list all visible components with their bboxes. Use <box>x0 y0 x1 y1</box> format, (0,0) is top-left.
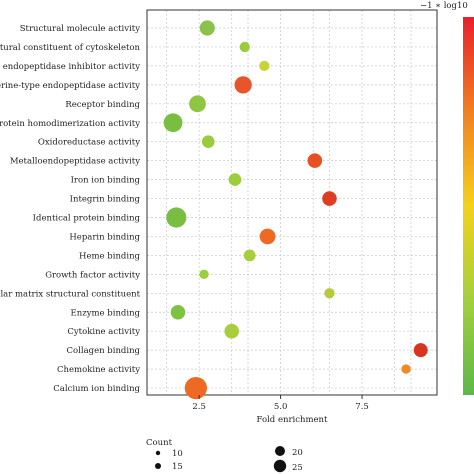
size-legend-dot <box>275 446 285 456</box>
category-label: Collagen binding <box>67 346 141 356</box>
data-point <box>201 135 215 148</box>
category-label: acellular matrix structural constituent <box>0 289 141 299</box>
x-tick-label: 2.5 <box>192 402 206 412</box>
colorbar: −1 ∗ log10 <box>420 1 474 395</box>
category-label: Structural molecule activity <box>20 24 140 34</box>
data-point <box>228 173 242 186</box>
colorbar-title: −1 ∗ log10 <box>420 1 468 11</box>
category-label: Oxidoreductase activity <box>38 138 140 148</box>
data-points <box>163 20 428 400</box>
data-point <box>224 323 239 339</box>
category-label: Cytokine activity <box>67 327 140 337</box>
data-point <box>259 228 276 245</box>
category-label: Growth factor activity <box>45 270 140 280</box>
category-label: Protein homodimerization activity <box>0 119 140 129</box>
category-label: Integrin binding <box>70 195 141 205</box>
category-label: Chemokine activity <box>57 365 140 375</box>
size-legend-dot <box>155 463 161 469</box>
category-label: Receptor binding <box>65 100 140 110</box>
data-point <box>163 113 183 133</box>
data-point <box>413 343 428 358</box>
category-label: Heme binding <box>79 251 141 261</box>
category-label: Identical protein binding <box>33 214 141 224</box>
category-labels: Structural molecule activity Structural c… <box>0 24 141 394</box>
category-label: Metalloendopeptidase activity <box>10 157 140 167</box>
grid-lines <box>147 10 437 395</box>
data-point <box>243 249 256 262</box>
category-label: Serine-type endopeptidase activity <box>0 81 140 91</box>
size-legend-title: Count <box>146 438 173 448</box>
size-legend-label: 15 <box>172 462 183 472</box>
x-axis-ticks: 2.5 5.0 7.5 <box>192 395 369 412</box>
size-legend: Count 10 15 20 25 <box>146 438 303 473</box>
size-legend-label: 10 <box>172 449 183 459</box>
category-label: Enzyme binding <box>71 308 141 318</box>
x-tick-label: 5.0 <box>274 402 288 412</box>
x-tick-label: 7.5 <box>355 402 369 412</box>
data-point <box>324 288 335 299</box>
category-label: Iron ion binding <box>71 176 141 186</box>
data-point <box>259 60 270 72</box>
data-point <box>234 76 252 94</box>
data-point <box>239 41 250 53</box>
category-label: Calcium ion binding <box>53 384 140 394</box>
plot-frame <box>146 9 438 396</box>
category-label: Heparin binding <box>69 232 140 242</box>
data-point <box>307 153 323 168</box>
data-point <box>199 269 209 280</box>
size-legend-dot <box>155 450 161 456</box>
data-point <box>401 364 411 374</box>
data-point <box>322 191 337 206</box>
size-legend-dot <box>273 459 287 473</box>
size-legend-label: 25 <box>292 463 303 473</box>
size-legend-label: 20 <box>292 448 303 458</box>
category-label: Structural constituent of cytoskeleton <box>0 43 141 53</box>
x-axis-title: Fold enrichment <box>257 415 328 425</box>
data-point <box>166 207 187 228</box>
data-point <box>170 304 186 320</box>
category-label: -type endopeptidase inhibitor activity <box>0 62 140 72</box>
colorbar-gradient <box>463 17 474 395</box>
data-point <box>199 20 215 36</box>
data-point <box>189 95 206 113</box>
data-point <box>184 376 207 400</box>
